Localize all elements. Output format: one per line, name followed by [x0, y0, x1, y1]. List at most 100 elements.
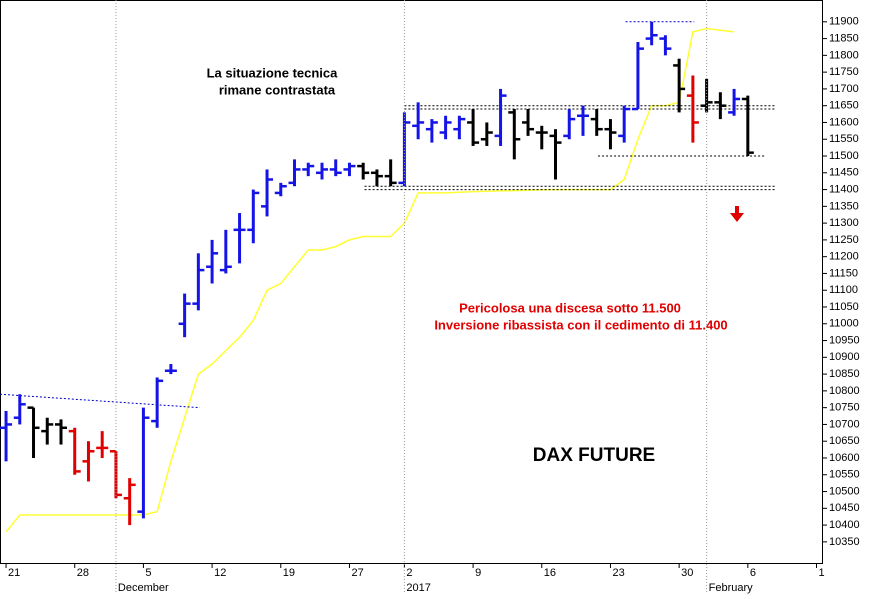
ohlc-bar: [535, 125, 548, 150]
ohlc-bar: [357, 162, 370, 180]
ohlc-bar: [659, 35, 672, 56]
ohlc-bar: [192, 253, 205, 311]
y-tick-label: 11650: [829, 100, 859, 112]
ohlc-bar: [467, 109, 480, 146]
ohlc-bar: [54, 419, 67, 445]
y-tick-label: 10350: [829, 536, 860, 548]
x-tick-label: 28: [77, 567, 89, 579]
y-tick-label: 11400: [829, 183, 859, 195]
ohlc-bar: [494, 88, 507, 146]
chart-title: DAX FUTURE: [533, 445, 655, 466]
support-line: [5, 27, 735, 533]
ohlc-bar: [68, 427, 81, 475]
plot-frame: [0, 0, 823, 564]
y-tick-label: 10400: [829, 519, 860, 531]
warning: Inversione ribassista con il cedimento d…: [434, 317, 727, 332]
y-tick-label: 11100: [829, 284, 858, 296]
ohlc-bar: [631, 41, 644, 111]
ohlc-bar: [398, 112, 411, 187]
y-tick-label: 11200: [829, 251, 859, 263]
ohlc-bar: [590, 109, 603, 136]
ohlc-bar: [728, 88, 741, 116]
ohlc-bar: [563, 109, 576, 140]
period-label: February: [709, 582, 754, 594]
ohlc-bar: [522, 109, 535, 136]
y-tick-label: 10700: [829, 418, 860, 430]
ohlc-bar: [288, 159, 301, 187]
ohlc-bar: [453, 115, 466, 140]
y-tick-label: 11500: [829, 150, 859, 162]
x-tick-label: 9: [475, 567, 481, 579]
y-tick-label: 11700: [829, 83, 859, 95]
y-tick-label: 11150: [829, 267, 858, 279]
ohlc-bar: [82, 441, 95, 482]
ohlc-bar: [219, 229, 232, 274]
ohlc-bar: [604, 119, 617, 150]
ohlc-bar: [206, 239, 219, 284]
ohlc-bar: [412, 102, 425, 140]
y-tick-label: 10950: [829, 334, 860, 346]
ohlc-bar: [151, 377, 164, 428]
y-tick-label: 11900: [829, 16, 859, 28]
x-tick-label: 16: [544, 567, 556, 579]
ohlc-bar: [384, 159, 397, 187]
ohlc-bar: [261, 169, 274, 217]
y-tick-label: 11550: [829, 133, 859, 145]
ohlc-bar: [0, 411, 13, 462]
x-tick-label: 19: [283, 567, 295, 579]
x-tick-label: 2: [406, 567, 412, 579]
y-tick-label: 11450: [829, 167, 859, 179]
ohlc-bar: [576, 105, 589, 136]
ohlc-bar: [686, 75, 699, 143]
ohlc-bar: [137, 407, 150, 519]
x-tick-label: 30: [681, 567, 693, 579]
x-tick-label: 5: [145, 567, 151, 579]
ohlc-bar: [480, 122, 493, 146]
ohlc-bar: [425, 119, 438, 143]
ohlc-bar: [343, 162, 356, 177]
x-tick-label: 27: [351, 567, 363, 579]
x-tick-label: 23: [612, 567, 624, 579]
period-label: December: [118, 582, 169, 594]
ohlc-bar: [329, 159, 342, 177]
ohlc-bar: [41, 417, 54, 445]
ohlc-bar: [618, 105, 631, 143]
x-tick-label: 12: [214, 567, 226, 579]
down-arrow: [730, 206, 744, 222]
annotation: rimane contrastata: [219, 82, 336, 97]
ohlc-bar: [96, 431, 109, 458]
ohlc-bar: [508, 109, 521, 160]
ohlc-bar: [302, 162, 315, 177]
reference-line: [0, 393, 200, 409]
y-tick-label: 11800: [829, 49, 859, 61]
x-tick-label: 1: [819, 567, 825, 579]
ohlc-bar: [27, 406, 40, 458]
ohlc-bar: [645, 21, 658, 46]
y-tick-label: 10800: [829, 385, 860, 397]
y-tick-label: 10450: [829, 502, 860, 514]
period-label: 2017: [406, 582, 430, 594]
y-tick-label: 10500: [829, 485, 860, 497]
ohlc-bar: [439, 115, 452, 140]
ohlc-bar: [274, 182, 287, 197]
y-tick-label: 11050: [829, 301, 859, 313]
y-tick-label: 11600: [829, 116, 859, 128]
y-tick-label: 11300: [829, 217, 859, 229]
ohlc-bar: [714, 92, 727, 120]
ohlc-bar: [164, 364, 177, 375]
ohlc-bar: [178, 293, 191, 338]
y-tick-label: 10750: [829, 402, 860, 414]
y-tick-label: 10900: [829, 351, 860, 363]
ohlc-bar: [233, 213, 246, 264]
y-tick-label: 11350: [829, 200, 859, 212]
x-tick-label: 21: [8, 567, 20, 579]
warning: Pericolosa una discesa sotto 11.500: [459, 300, 681, 315]
ohlc-bar: [673, 58, 686, 113]
ohlc-bar: [741, 95, 754, 157]
annotation: La situazione tecnica: [207, 65, 339, 80]
y-tick-label: 10850: [829, 368, 860, 380]
y-tick-label: 11250: [829, 234, 859, 246]
y-tick-label: 11000: [829, 318, 859, 330]
y-tick-label: 11850: [829, 32, 859, 44]
